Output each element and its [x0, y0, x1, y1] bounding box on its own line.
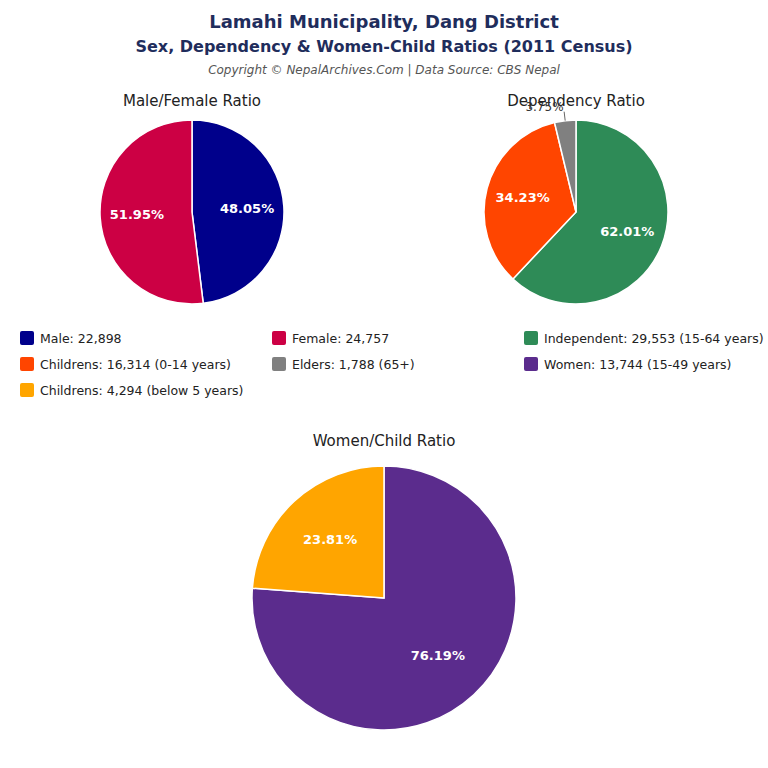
- pie-chart: Male/Female Ratio 48.05% 51.95%: [100, 92, 284, 304]
- legend-item: Elders: 1,788 (65+): [272, 357, 415, 372]
- data-labels: 76.19% 23.81%: [303, 532, 465, 663]
- background: [0, 0, 768, 768]
- data-labels: 62.01% 34.23% 3.75%: [496, 100, 655, 240]
- page-title: Lamahi Municipality, Dang District: [209, 11, 559, 32]
- data-label: 23.81%: [303, 532, 357, 547]
- pie-slice: [252, 466, 516, 730]
- legend-swatch: [20, 383, 34, 397]
- legend-swatch: [524, 331, 538, 345]
- data-label: 51.95%: [110, 207, 164, 222]
- data-labels: 48.05% 51.95%: [110, 201, 274, 223]
- legend-swatch: [20, 357, 34, 371]
- slices: [252, 466, 516, 730]
- legend: Male: 22,898 Female: 24,757 Independent: 2…: [20, 331, 764, 398]
- data-label: 76.19%: [411, 648, 465, 663]
- pie-slice: [555, 120, 576, 212]
- chart-title: Male/Female Ratio: [123, 92, 261, 110]
- legend-item: Childrens: 4,294 (below 5 years): [20, 383, 244, 398]
- label-leader: [564, 112, 565, 121]
- legend-label: Female: 24,757: [292, 331, 389, 346]
- legend-label: Women: 13,744 (15-49 years): [544, 357, 731, 372]
- legend-swatch: [20, 331, 34, 345]
- data-label: 34.23%: [496, 190, 550, 205]
- legend-label: Independent: 29,553 (15-64 years): [544, 331, 764, 346]
- slices: [484, 120, 668, 304]
- annotation: Copyright © NepalArchives.Com | Data Sou…: [208, 63, 560, 77]
- page-subtitle: Sex, Dependency & Women-Child Ratios (20…: [135, 37, 632, 56]
- legend-item: Childrens: 16,314 (0-14 years): [20, 357, 231, 372]
- legend-item: Female: 24,757: [272, 331, 389, 346]
- chart-title: Women/Child Ratio: [313, 432, 456, 450]
- pie-slice: [192, 120, 284, 303]
- data-label: 3.75%: [525, 100, 563, 114]
- pie-chart: Women/Child Ratio 76.19% 23.81%: [252, 432, 516, 730]
- legend-item: Independent: 29,553 (15-64 years): [524, 331, 764, 346]
- slices: [100, 120, 284, 304]
- legend-swatch: [524, 357, 538, 371]
- legend-swatch: [272, 331, 286, 345]
- legend-label: Male: 22,898: [40, 331, 122, 346]
- pie-chart: Dependency Ratio62.01%34.23%3.75%: [484, 92, 668, 304]
- legend-swatch: [272, 357, 286, 371]
- legend-label: Elders: 1,788 (65+): [292, 357, 415, 372]
- legend-label: Childrens: 4,294 (below 5 years): [40, 383, 244, 398]
- legend-item: Male: 22,898: [20, 331, 122, 346]
- pie-slice: [252, 466, 384, 598]
- data-label: 62.01%: [600, 224, 654, 239]
- legend-item: Women: 13,744 (15-49 years): [524, 357, 731, 372]
- pie-slice: [100, 120, 203, 304]
- data-label: 48.05%: [220, 201, 274, 216]
- legend-label: Childrens: 16,314 (0-14 years): [40, 357, 231, 372]
- chart-page: Lamahi Municipality, Dang District Sex, D…: [0, 0, 768, 768]
